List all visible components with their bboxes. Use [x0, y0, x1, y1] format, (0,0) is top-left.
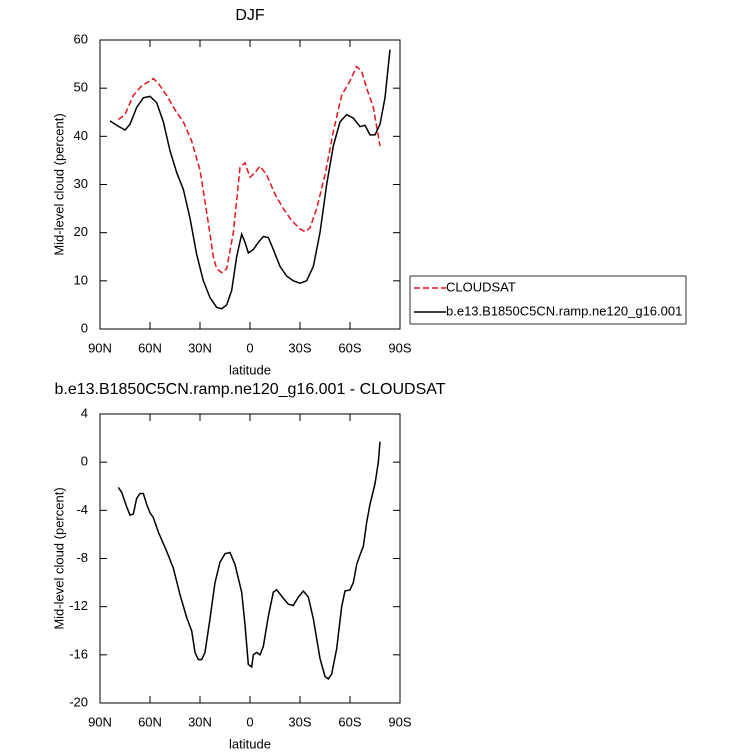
x-tick-label: 60S: [338, 714, 361, 729]
x-tick-label: 0: [246, 340, 253, 355]
x-tick-label: 30N: [188, 340, 212, 355]
x-tick-label: 90N: [88, 714, 112, 729]
y-tick-label: -16: [69, 646, 88, 661]
y-axis-label: Mid-level cloud (percent): [51, 113, 66, 255]
x-tick-label: 60S: [338, 340, 361, 355]
y-tick-label: 40: [74, 128, 88, 143]
y-tick-label: 0: [81, 454, 88, 469]
y-tick-label: 60: [74, 31, 88, 46]
x-tick-label: 90N: [88, 340, 112, 355]
legend-label: b.e13.B1850C5CN.ramp.ne120_g16.001: [446, 303, 682, 318]
x-axis-label: latitude: [229, 362, 271, 377]
y-tick-label: -4: [76, 502, 88, 517]
y-tick-label: 4: [81, 405, 88, 420]
x-tick-label: 30S: [288, 340, 311, 355]
plot-frame: [99, 413, 401, 704]
x-tick-label: 60N: [138, 714, 162, 729]
y-tick-label: 20: [74, 224, 88, 239]
x-axis-label: latitude: [229, 736, 271, 751]
x-tick-label: 0: [246, 714, 253, 729]
y-tick-label: 50: [74, 80, 88, 95]
chart-title: b.e13.B1850C5CN.ramp.ne120_g16.001 - CLO…: [54, 381, 445, 398]
x-tick-label: 30S: [288, 714, 311, 729]
x-tick-label: 90S: [388, 714, 411, 729]
y-tick-label: 0: [81, 320, 88, 335]
series-line: [109, 49, 391, 310]
y-tick-label: -8: [76, 550, 88, 565]
legend-label: CLOUDSAT: [446, 279, 516, 294]
y-tick-label: 30: [74, 176, 88, 191]
y-tick-label: 10: [74, 272, 88, 287]
y-axis-label: Mid-level cloud (percent): [51, 487, 66, 629]
x-tick-label: 90S: [388, 340, 411, 355]
chart-title: DJF: [235, 7, 265, 24]
y-tick-label: -20: [69, 694, 88, 709]
x-tick-label: 30N: [188, 714, 212, 729]
x-tick-label: 60N: [138, 340, 162, 355]
series-line: [117, 65, 381, 274]
y-tick-label: -12: [69, 598, 88, 613]
series-line: [117, 441, 381, 680]
legend-box: [409, 275, 687, 325]
